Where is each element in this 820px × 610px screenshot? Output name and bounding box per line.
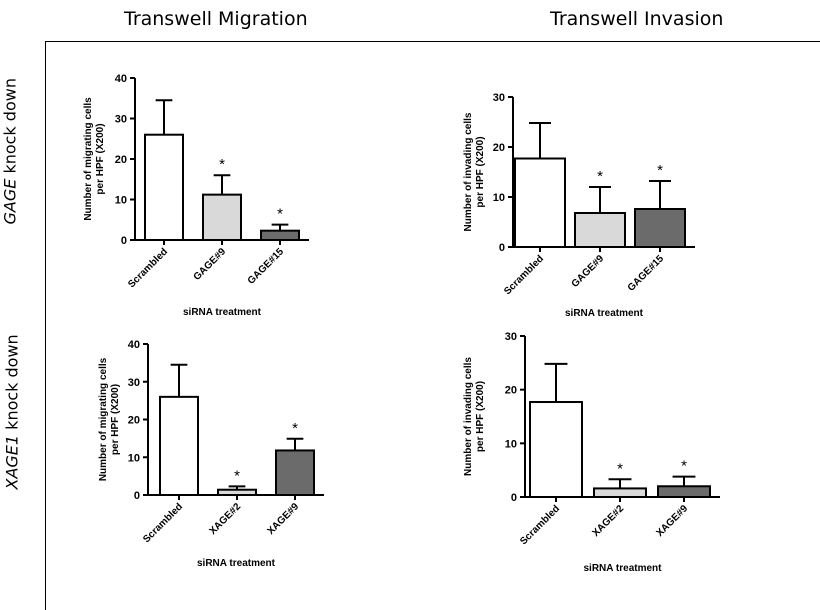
chart-xage-invasion: 0 10 20 30 Number of invading cells per HPF (… <box>463 331 720 574</box>
row-header-xage-gene: XAGE1 <box>2 434 22 490</box>
y-tick-label: 30 <box>493 92 505 104</box>
x-tick-label: Scrambled <box>518 503 562 547</box>
column-header-invasion: Transwell Invasion <box>550 8 724 30</box>
y-tick-label: 0 <box>121 235 127 247</box>
x-axis-label: siRNA treatment <box>197 558 276 569</box>
y-axis-label: per HPF (X200) <box>475 381 486 452</box>
significance-marker: * <box>617 460 623 477</box>
bar <box>657 485 711 498</box>
bar <box>275 449 315 496</box>
chart-xage-migration: 0 10 20 30 40 Number of migrating cells per HP… <box>98 339 324 569</box>
x-tick-label: GAGE#15 <box>246 246 287 287</box>
significance-marker: * <box>681 458 687 475</box>
y-tick-label: 20 <box>128 415 140 427</box>
significance-marker: * <box>277 206 283 223</box>
x-tick-label: GAGE#9 <box>570 253 607 290</box>
row-header-gage-text: knock down <box>0 78 20 179</box>
x-tick-label: GAGE#15 <box>626 253 667 294</box>
bar <box>593 487 647 498</box>
bar <box>202 193 242 241</box>
y-tick-label: 40 <box>115 73 127 85</box>
column-header-migration: Transwell Migration <box>124 8 308 30</box>
significance-marker: * <box>234 467 240 484</box>
y-axis-label: per HPF (X200) <box>475 136 486 207</box>
y-axis-label: Number of invading cells <box>463 112 474 231</box>
x-axis-label: siRNA treatment <box>565 308 644 319</box>
significance-marker: * <box>657 162 663 179</box>
y-tick-label: 20 <box>493 142 505 154</box>
bar <box>574 212 626 248</box>
y-tick-label: 0 <box>511 492 517 504</box>
x-tick-label: Scrambled <box>141 501 185 545</box>
row-header-gage: GAGE knock down <box>0 78 20 225</box>
y-axis-label: Number of migrating cells <box>98 357 109 481</box>
y-axis-label: Number of migrating cells <box>83 97 94 221</box>
bar <box>529 401 583 498</box>
x-tick-label: XAGE#2 <box>207 501 243 537</box>
bar <box>514 157 566 248</box>
panel-frame-left <box>45 41 46 610</box>
row-header-xage: XAGE1 knock down <box>2 334 22 490</box>
y-tick-label: 20 <box>115 154 127 166</box>
bar <box>144 133 184 241</box>
y-tick-label: 30 <box>115 114 127 126</box>
bar <box>159 395 199 496</box>
x-axis-label: siRNA treatment <box>183 307 262 318</box>
x-axis-label: siRNA treatment <box>584 563 663 574</box>
y-axis-label: per HPF (X200) <box>110 384 121 455</box>
bar <box>634 208 686 248</box>
chart-gage-migration: 0 10 20 30 40 Number of migrating cells per HP… <box>83 73 309 318</box>
x-tick-label: XAGE#9 <box>654 503 690 539</box>
y-tick-label: 0 <box>499 242 505 254</box>
row-header-gage-gene: GAGE <box>0 178 20 225</box>
significance-marker: * <box>597 168 603 185</box>
significance-marker: * <box>292 420 298 437</box>
x-tick-label: XAGE#2 <box>590 503 626 539</box>
y-tick-label: 30 <box>128 377 140 389</box>
x-tick-label: XAGE#9 <box>265 501 301 537</box>
x-tick-label: Scrambled <box>126 246 170 290</box>
y-tick-label: 10 <box>115 195 127 207</box>
row-header-xage-text: knock down <box>2 334 22 435</box>
y-tick-label: 30 <box>505 331 517 343</box>
chart-gage-invasion: 0 10 20 30 Number of invading cells per HPF (… <box>463 92 695 319</box>
x-tick-label: Scrambled <box>502 253 546 297</box>
y-tick-label: 0 <box>134 490 140 502</box>
y-tick-label: 10 <box>505 438 517 450</box>
significance-marker: * <box>219 156 225 173</box>
panel-frame-top <box>45 41 820 42</box>
x-tick-label: GAGE#9 <box>192 246 229 283</box>
bar <box>217 488 257 496</box>
y-axis-label: per HPF (X200) <box>95 123 106 194</box>
y-tick-label: 10 <box>493 192 505 204</box>
bar <box>260 229 300 241</box>
y-tick-label: 10 <box>128 452 140 464</box>
y-axis-label: Number of invading cells <box>463 357 474 476</box>
y-tick-label: 40 <box>128 339 140 351</box>
y-tick-label: 20 <box>505 385 517 397</box>
